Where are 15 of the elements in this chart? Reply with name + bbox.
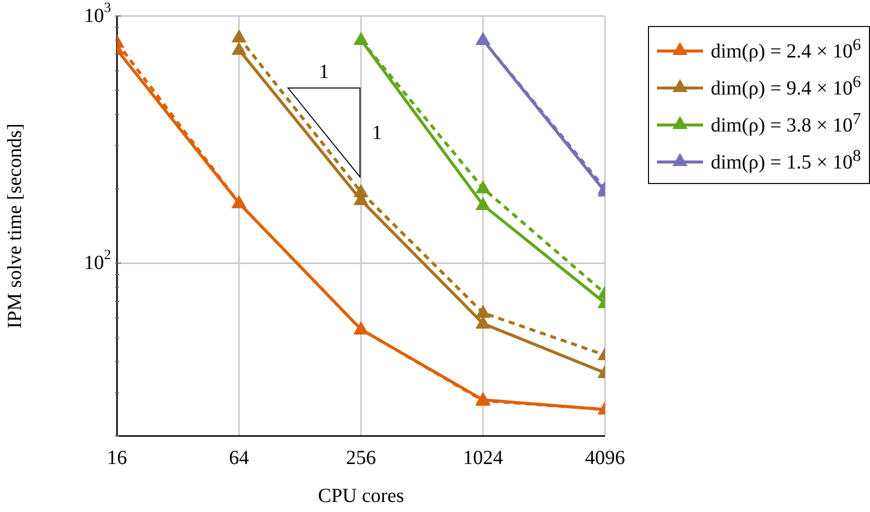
y-axis-title: IPM solve time [seconds] [4,124,26,328]
annotation: 1 [319,61,329,83]
x-axis-title: CPU cores [318,485,404,507]
x-tick-label: 256 [346,447,376,469]
x-tick-label: 4096 [585,447,625,469]
legend-label: dim(ρ) = 1.5 × 10$^{8}$ [710,146,861,175]
legend-label: dim(ρ) = 2.4 × 10$^{6}$ [710,35,861,64]
legend-label: dim(ρ) = 9.4 × 10$^{6}$ [710,72,861,101]
x-tick-label: 16 [107,447,127,469]
x-tick-label: 1024 [463,447,503,469]
y-tick-label: 10$^{2}$ [84,248,111,274]
annotation: 1 [372,122,382,144]
y-tick-label: 10$^{3}$ [84,1,111,27]
x-tick-label: 64 [229,447,249,469]
legend-label: dim(ρ) = 3.8 × 10$^{7}$ [710,109,861,138]
